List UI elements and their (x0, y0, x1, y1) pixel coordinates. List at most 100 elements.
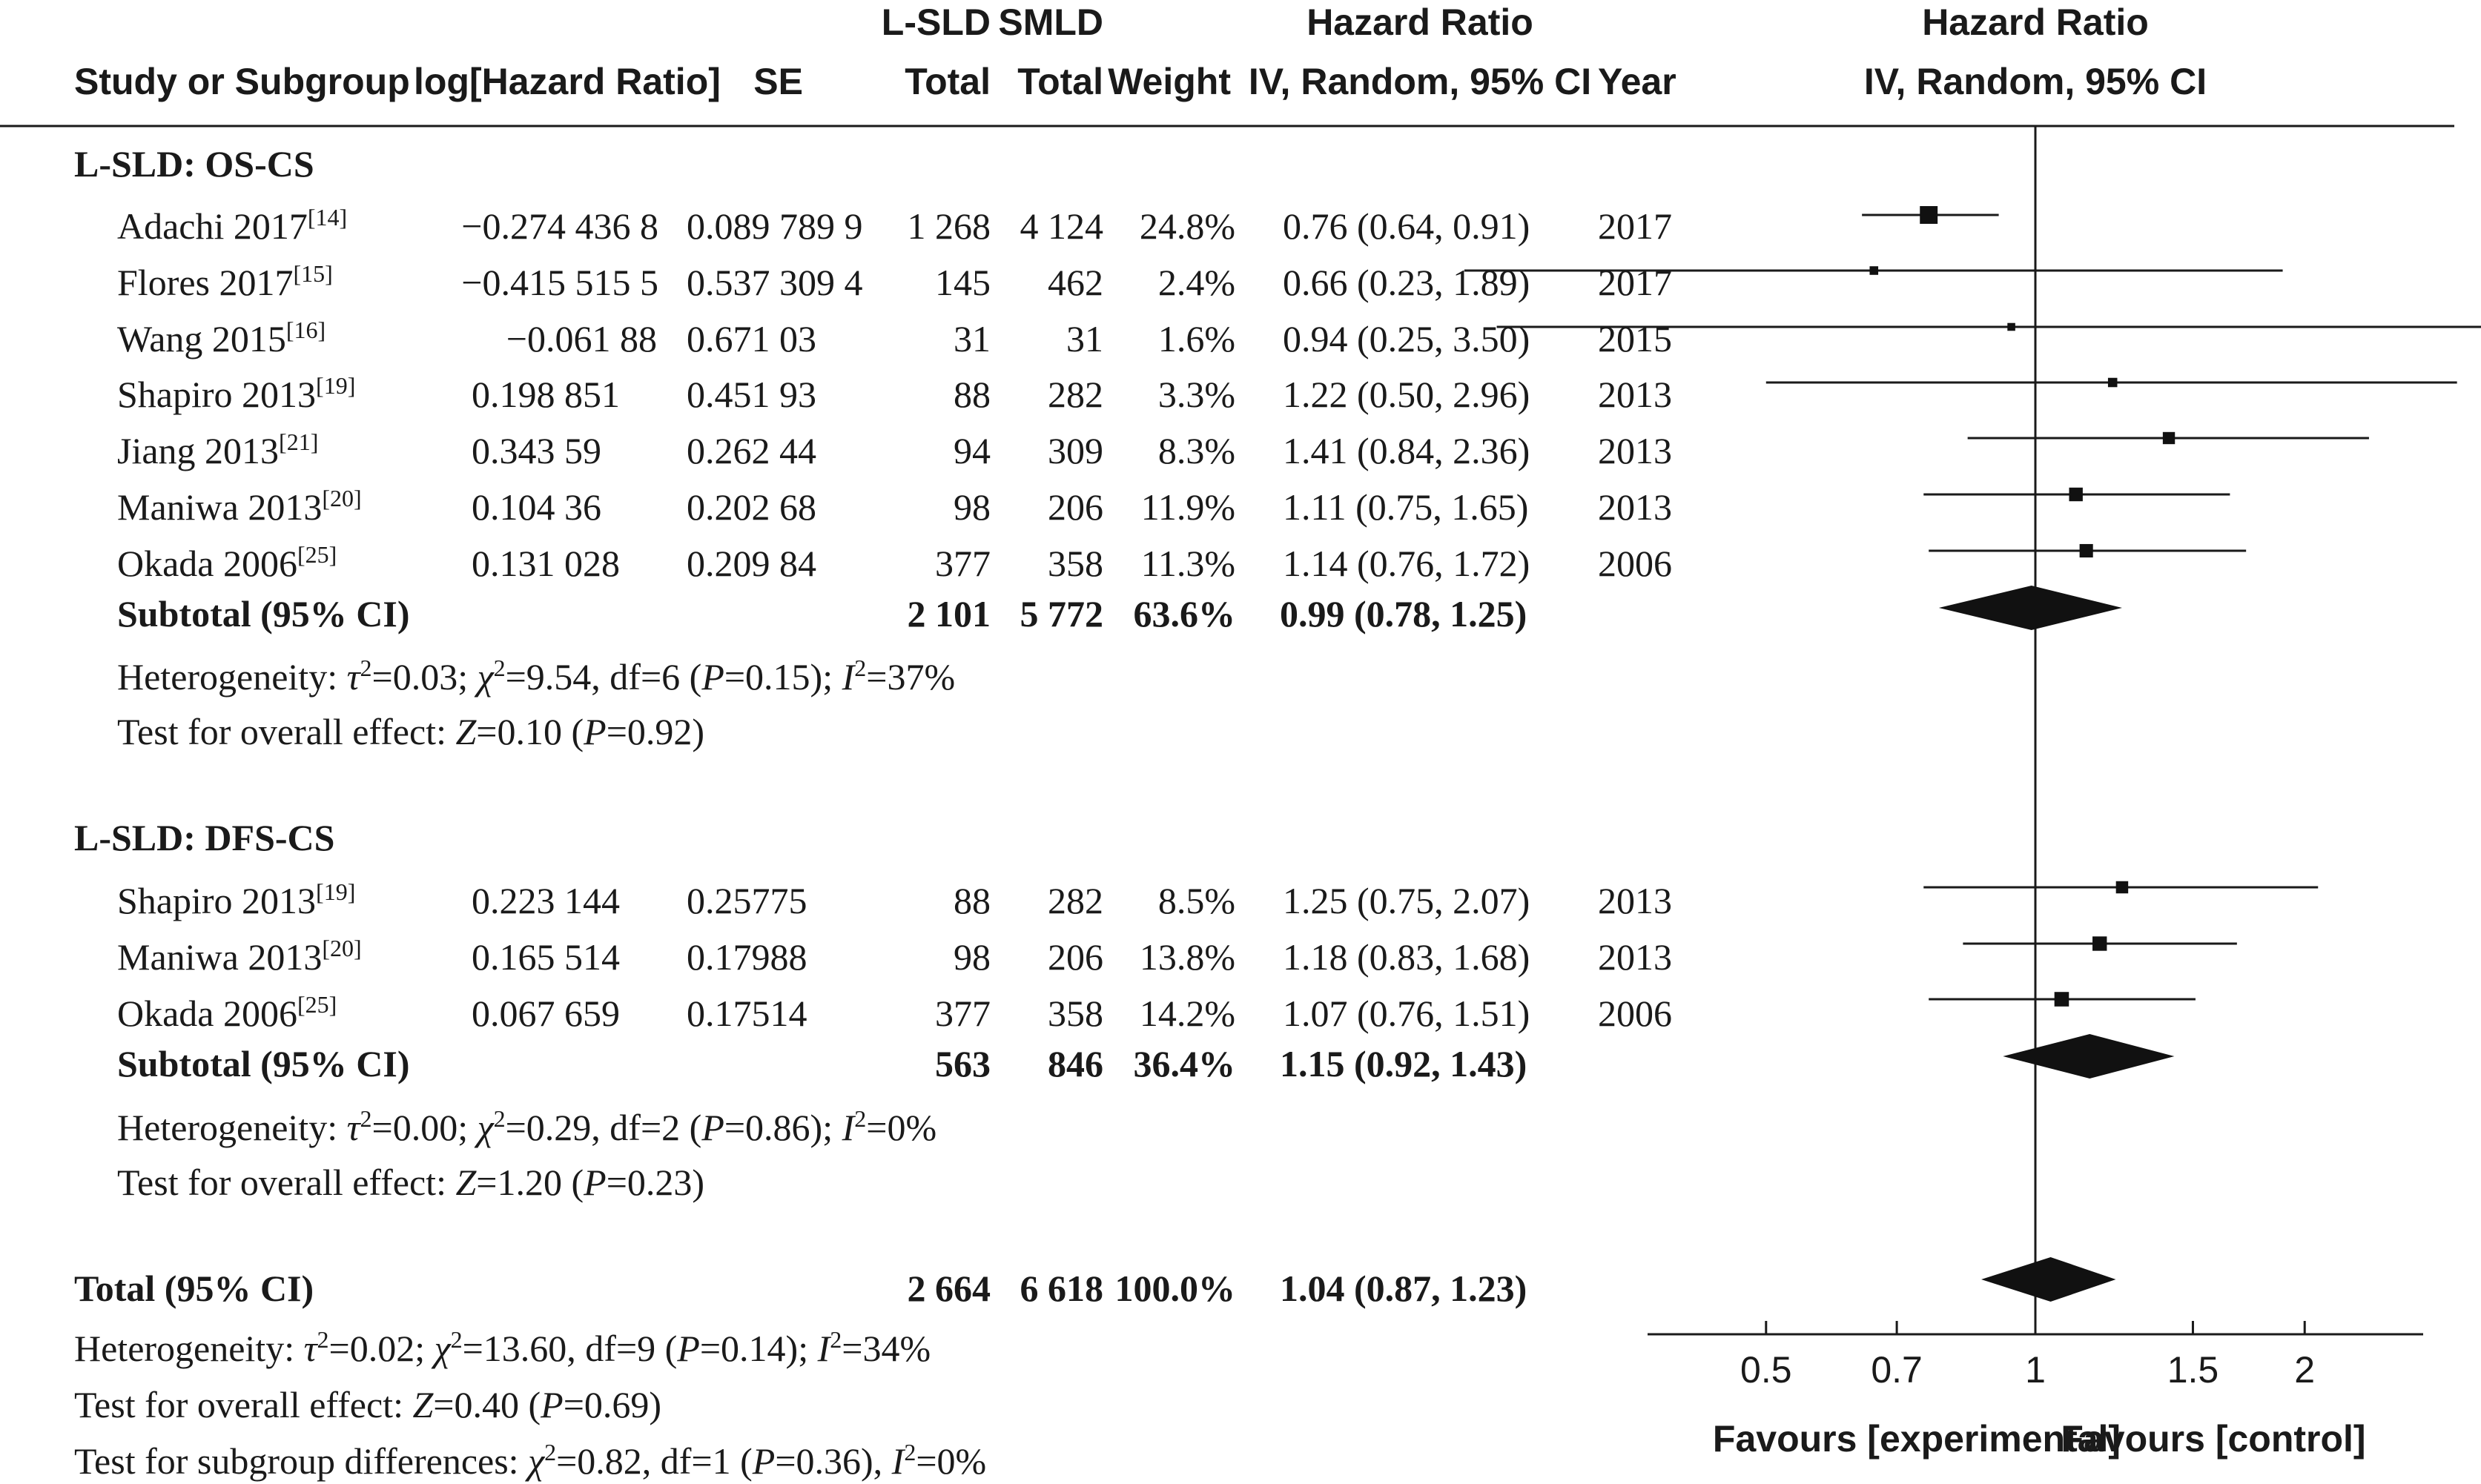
hr-ci-value: 1.14 (0.76, 1.72) (1283, 543, 1530, 584)
header-g2-top: SMLD (998, 1, 1103, 43)
log-hr-value: 0.067 659 (472, 993, 620, 1034)
hr-ci-value: 1.04 (0.87, 1.23) (1280, 1268, 1527, 1309)
group2-total: 5 772 (1020, 593, 1104, 635)
se-value: 0.262 44 (687, 430, 816, 471)
group2-total: 282 (1048, 374, 1103, 415)
year-value: 2017 (1598, 262, 1672, 303)
study-ref: [20] (322, 485, 361, 511)
header-weight: Weight (1108, 61, 1231, 102)
year-value: 2013 (1598, 486, 1672, 528)
table-row: Shapiro 2013[19] 0.223 144 0.25775 88 28… (117, 878, 1672, 921)
point-estimate-marker (2079, 543, 2093, 558)
study-name: Maniwa 2013[20] (117, 935, 362, 978)
study-ref: [25] (297, 991, 337, 1018)
study-name: Shapiro 2013[19] (117, 372, 355, 415)
point-estimate-marker (1869, 266, 1879, 275)
subgroup-title: L-SLD: OS-CS (74, 143, 314, 185)
group2-total: 4 124 (1020, 205, 1104, 247)
group1-total: 377 (935, 543, 991, 584)
study-ref: [16] (286, 317, 326, 343)
log-hr-value: 0.198 851 (472, 374, 620, 415)
header-g1-bottom: Total (905, 61, 991, 102)
log-hr-value: 0.223 144 (472, 880, 620, 921)
heterogeneity-text: Heterogeneity: τ2=0.00; χ2=0.29, df=2 (P… (117, 1105, 936, 1148)
table-row: Flores 2017[15] −0.415 515 5 0.537 309 4… (117, 260, 1672, 303)
se-value: 0.089 789 9 (687, 205, 863, 247)
group2-total: 358 (1048, 543, 1103, 584)
pooled-estimate-diamond (1981, 1257, 2116, 1302)
point-estimate-marker (2069, 487, 2083, 502)
study-name: Adachi 2017[14] (117, 204, 347, 247)
log-hr-value: 0.343 59 (472, 430, 601, 471)
table-row: Okada 2006[25] 0.067 659 0.17514 377 358… (117, 991, 1672, 1034)
table-header: L-SLD SMLD Hazard Ratio Hazard Ratio Stu… (74, 1, 2207, 102)
study-ref: [20] (322, 935, 361, 961)
hr-ci-value: 0.99 (0.78, 1.25) (1280, 593, 1527, 635)
group2-total: 358 (1048, 993, 1103, 1034)
total-row: Total (95% CI) 2 664 6 618 100.0% 1.04 (… (74, 1268, 1527, 1309)
table-row: Maniwa 2013[20] 0.104 36 0.202 68 98 206… (117, 485, 1672, 528)
study-name: Maniwa 2013[20] (117, 485, 362, 528)
hr-ci-value: 1.18 (0.83, 1.68) (1283, 936, 1530, 978)
study-ref: [21] (279, 428, 318, 455)
group1-total: 88 (954, 880, 991, 921)
header-plot-bottom: IV, Random, 95% CI (1864, 61, 2207, 102)
hr-ci-value: 1.22 (0.50, 2.96) (1283, 374, 1530, 415)
header-study: Study or Subgroup (74, 61, 410, 102)
se-value: 0.17988 (687, 936, 807, 978)
subtotal-row: Subtotal (95% CI) 563 846 36.4% 1.15 (0.… (117, 1043, 1527, 1084)
weight-value: 100.0% (1115, 1268, 1236, 1309)
group1-total: 94 (954, 430, 991, 471)
forest-plot-area: 0.5 0.7 1 1.5 2 (1464, 126, 2481, 1391)
group2-total: 206 (1048, 936, 1103, 978)
study-name: Shapiro 2013[19] (117, 878, 355, 921)
weight-value: 3.3% (1158, 374, 1235, 415)
table-row: Shapiro 2013[19] 0.198 851 0.451 93 88 2… (117, 372, 1672, 415)
point-estimate-marker (2054, 992, 2069, 1007)
group1-total: 563 (935, 1043, 991, 1084)
hr-ci-value: 1.11 (0.75, 1.65) (1283, 486, 1528, 528)
table-row: Maniwa 2013[20] 0.165 514 0.17988 98 206… (117, 935, 1672, 978)
x-axis-tick-label: 0.5 (1740, 1349, 1792, 1391)
study-name: Jiang 2013[21] (117, 428, 318, 471)
point-estimate-marker (2007, 322, 2015, 331)
year-value: 2006 (1598, 543, 1672, 584)
weight-value: 36.4% (1134, 1043, 1236, 1084)
log-hr-value: 0.131 028 (472, 543, 620, 584)
header-loghr: log[Hazard Ratio] (414, 61, 721, 102)
se-value: 0.209 84 (687, 543, 816, 584)
subtotal-label: Subtotal (95% CI) (117, 1043, 409, 1084)
x-axis-tick-label: 2 (2294, 1349, 2315, 1391)
study-name: Okada 2006[25] (117, 991, 337, 1034)
weight-value: 14.2% (1140, 993, 1235, 1034)
favours-control-label: Favours [control] (2061, 1418, 2365, 1460)
weight-value: 24.8% (1140, 205, 1235, 247)
study-ref: [19] (316, 372, 355, 399)
hr-ci-value: 0.66 (0.23, 1.89) (1283, 262, 1530, 303)
se-value: 0.17514 (687, 993, 807, 1034)
header-hr-top: Hazard Ratio (1306, 1, 1533, 43)
point-estimate-marker (1920, 206, 1938, 224)
header-g2-bottom: Total (1017, 61, 1103, 102)
table-row: Wang 2015[16] −0.061 88 0.671 03 31 31 1… (117, 317, 1672, 360)
se-value: 0.671 03 (687, 318, 816, 360)
se-value: 0.202 68 (687, 486, 816, 528)
study-name: Wang 2015[16] (117, 317, 326, 360)
se-value: 0.451 93 (687, 374, 816, 415)
year-value: 2017 (1598, 205, 1672, 247)
log-hr-value: −0.415 515 5 (461, 262, 658, 303)
year-value: 2013 (1598, 374, 1672, 415)
group1-total: 2 101 (908, 593, 991, 635)
study-ref: [19] (316, 878, 355, 905)
weight-value: 13.8% (1140, 936, 1235, 978)
weight-value: 2.4% (1158, 262, 1235, 303)
year-value: 2013 (1598, 880, 1672, 921)
total-overall-effect-text: Test for overall effect: Z=0.40 (P=0.69) (74, 1384, 661, 1425)
weight-value: 11.9% (1141, 486, 1235, 528)
group1-total: 31 (954, 318, 991, 360)
se-value: 0.537 309 4 (687, 262, 863, 303)
subgroup-title: L-SLD: DFS-CS (74, 817, 334, 858)
log-hr-value: 0.165 514 (472, 936, 620, 978)
group2-total: 31 (1066, 318, 1103, 360)
